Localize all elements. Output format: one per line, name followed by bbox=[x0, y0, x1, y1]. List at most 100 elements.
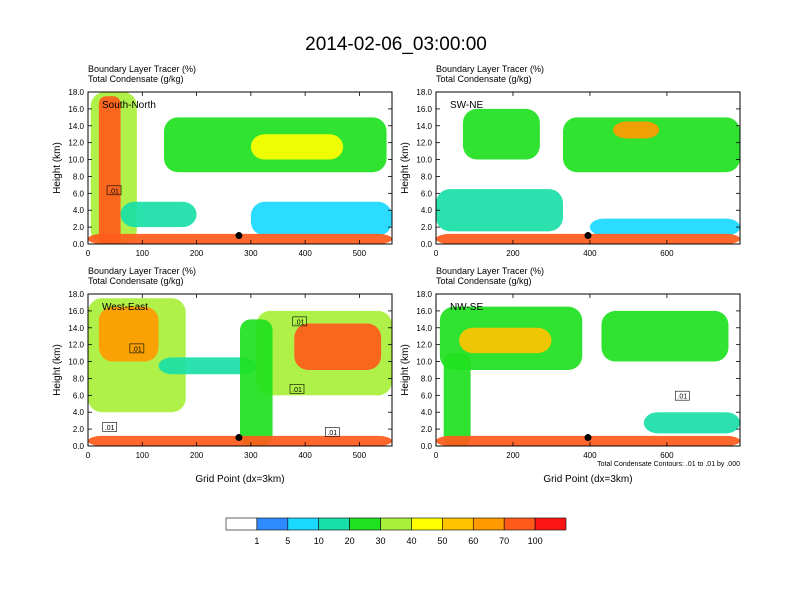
x-tick-label: 400 bbox=[298, 451, 312, 460]
y-tick-label: 12.0 bbox=[416, 341, 432, 350]
field-regions bbox=[436, 92, 740, 244]
y-tick-label: 18.0 bbox=[416, 290, 432, 299]
field-regions bbox=[436, 294, 740, 446]
y-tick-label: 10.0 bbox=[68, 156, 84, 165]
y-axis-label: Height (km) bbox=[400, 344, 411, 396]
y-tick-label: 4.0 bbox=[421, 206, 433, 215]
plot-frame bbox=[435, 293, 741, 447]
colorbar-swatch bbox=[472, 517, 505, 531]
contour-label: .01 bbox=[109, 188, 119, 195]
y-tick-label: 14.0 bbox=[416, 122, 432, 131]
page-title: 2014-02-06_03:00:00 bbox=[305, 34, 487, 55]
y-tick-label: 0.0 bbox=[421, 442, 433, 451]
panel-label: SW-NE bbox=[450, 100, 483, 111]
field-region bbox=[240, 319, 273, 446]
y-tick-label: 6.0 bbox=[73, 391, 85, 400]
panel-title-line: Total Condensate (g/kg) bbox=[88, 74, 184, 84]
y-tick-label: 0.0 bbox=[73, 442, 85, 451]
y-tick-label: 0.0 bbox=[421, 240, 433, 249]
x-tick-label: 500 bbox=[353, 451, 367, 460]
panel-title-line: Total Condensate (g/kg) bbox=[436, 276, 532, 286]
colorbar-swatch bbox=[318, 517, 350, 531]
y-tick-label: 4.0 bbox=[73, 206, 85, 215]
field-region bbox=[601, 310, 729, 362]
x-tick-label: 500 bbox=[353, 249, 367, 258]
contour-label: .01 bbox=[295, 319, 305, 326]
field-region bbox=[88, 435, 392, 446]
panel-label: West-East bbox=[102, 302, 148, 313]
y-axis-label: Height (km) bbox=[400, 142, 411, 194]
x-tick-label: 200 bbox=[506, 249, 520, 258]
y-tick-label: 10.0 bbox=[68, 358, 84, 367]
field-regions bbox=[88, 92, 392, 244]
x-axis-label: Grid Point (dx=3km) bbox=[195, 474, 284, 485]
colorbar-label: 10 bbox=[314, 536, 324, 546]
field-region bbox=[643, 412, 740, 434]
y-tick-label: 16.0 bbox=[68, 105, 84, 114]
y-tick-label: 4.0 bbox=[421, 408, 433, 417]
panel-nw-se: Boundary Layer Tracer (%)Total Condensat… bbox=[400, 266, 741, 485]
x-tick-label: 200 bbox=[506, 451, 520, 460]
x-tick-label: 300 bbox=[244, 451, 258, 460]
panel-label: South-North bbox=[102, 100, 156, 111]
panel-title-line: Boundary Layer Tracer (%) bbox=[436, 266, 544, 276]
colorbar-label: 1 bbox=[254, 536, 259, 546]
y-tick-label: 16.0 bbox=[68, 307, 84, 316]
y-tick-label: 12.0 bbox=[68, 341, 84, 350]
colorbar-label: 70 bbox=[499, 536, 509, 546]
field-region bbox=[562, 117, 740, 173]
x-tick-label: 100 bbox=[136, 451, 150, 460]
contour-label: .01 bbox=[327, 430, 337, 437]
colorbar-swatch bbox=[534, 517, 567, 531]
field-region bbox=[98, 96, 121, 244]
x-tick-label: 200 bbox=[190, 451, 204, 460]
contour-label-box bbox=[102, 422, 118, 432]
colorbar-label: 30 bbox=[376, 536, 386, 546]
panel-west-east: Boundary Layer Tracer (%)Total Condensat… bbox=[52, 266, 393, 485]
panel-title-line: Total Condensate (g/kg) bbox=[436, 74, 532, 84]
field-region bbox=[436, 189, 563, 232]
location-marker bbox=[235, 434, 243, 442]
field-region bbox=[613, 121, 660, 139]
y-tick-label: 8.0 bbox=[421, 374, 433, 383]
location-marker bbox=[235, 232, 243, 240]
y-tick-label: 6.0 bbox=[421, 189, 433, 198]
field-region bbox=[88, 233, 392, 244]
y-tick-label: 8.0 bbox=[421, 172, 433, 181]
contour-label: .01 bbox=[292, 387, 302, 394]
y-tick-label: 2.0 bbox=[421, 223, 433, 232]
y-tick-label: 12.0 bbox=[68, 139, 84, 148]
x-tick-label: 0 bbox=[86, 451, 91, 460]
colorbar-label: 20 bbox=[345, 536, 355, 546]
x-tick-label: 0 bbox=[434, 451, 439, 460]
field-region bbox=[98, 306, 159, 362]
y-tick-label: 8.0 bbox=[73, 374, 85, 383]
location-marker bbox=[584, 434, 592, 442]
y-tick-label: 14.0 bbox=[68, 122, 84, 131]
panel-title-line: Boundary Layer Tracer (%) bbox=[436, 64, 544, 74]
x-tick-label: 400 bbox=[583, 451, 597, 460]
panel-title-line: Boundary Layer Tracer (%) bbox=[88, 64, 196, 74]
field-region bbox=[443, 353, 471, 446]
colorbar-label: 60 bbox=[468, 536, 478, 546]
x-tick-label: 0 bbox=[86, 249, 91, 258]
colorbar-swatch bbox=[442, 517, 474, 531]
panel-title-line: Total Condensate (g/kg) bbox=[88, 276, 184, 286]
panel-title-line: Boundary Layer Tracer (%) bbox=[88, 266, 196, 276]
x-tick-label: 0 bbox=[434, 249, 439, 258]
field-region bbox=[589, 218, 740, 236]
y-tick-label: 18.0 bbox=[68, 290, 84, 299]
y-tick-label: 10.0 bbox=[416, 156, 432, 165]
colorbar-swatch bbox=[287, 517, 320, 531]
plot-frame bbox=[435, 91, 741, 245]
plot-frame bbox=[87, 91, 393, 245]
x-axis-label: Grid Point (dx=3km) bbox=[543, 474, 632, 485]
contour-label-box bbox=[129, 343, 145, 354]
y-tick-label: 18.0 bbox=[68, 88, 84, 97]
field-region bbox=[250, 201, 392, 236]
contour-label: .01 bbox=[677, 394, 687, 401]
contour-label-box bbox=[292, 316, 308, 327]
x-tick-label: 600 bbox=[660, 249, 674, 258]
y-axis-label: Height (km) bbox=[52, 344, 63, 396]
